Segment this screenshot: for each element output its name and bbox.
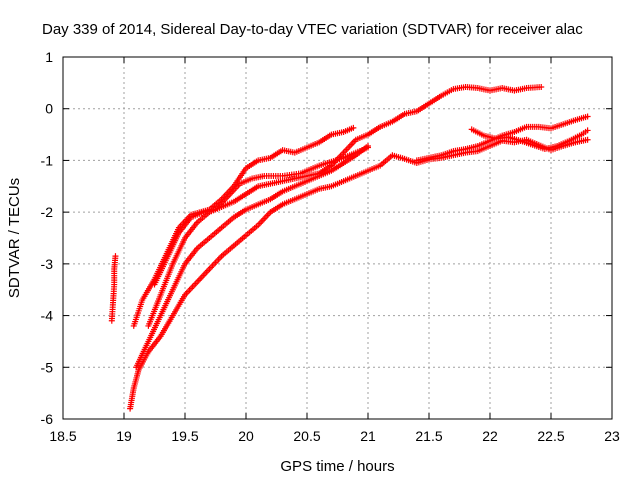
series-track-2	[130, 124, 357, 329]
x-tick-label: 22.5	[537, 428, 564, 444]
y-tick-label: -6	[41, 411, 54, 427]
data-point-marker	[584, 136, 591, 143]
x-tick-label: 19.5	[171, 428, 198, 444]
x-tick-label: 18.5	[49, 428, 76, 444]
y-tick-label: -1	[41, 152, 54, 168]
data-point-marker	[584, 127, 591, 134]
x-tick-label: 22	[482, 428, 498, 444]
x-axis-label: GPS time / hours	[280, 458, 394, 475]
data-point-marker	[112, 253, 119, 260]
y-tick-label: -5	[41, 359, 54, 375]
data-point-marker	[538, 83, 545, 90]
data-markers	[108, 83, 591, 412]
series-track-8	[468, 126, 591, 153]
axis-ticks: 18.5 19 19.5 20 20.5 21 21.5 22 22.5 23 -6 -5 -4 -3 -2…	[41, 49, 620, 444]
plot-frame	[62, 56, 613, 420]
y-tick-label: -4	[41, 308, 54, 324]
x-tick-label: 20.5	[293, 428, 320, 444]
y-axis-label: SDTVAR / TECUs	[6, 178, 23, 298]
data-point-marker	[350, 124, 357, 131]
y-tick-label: 0	[45, 101, 53, 117]
data-point-marker	[365, 144, 371, 151]
x-tick-label: 19	[116, 428, 132, 444]
x-tick-label: 20	[238, 428, 254, 444]
y-tick-label: 1	[45, 49, 53, 65]
x-tick-label: 21.5	[415, 428, 442, 444]
y-tick-label: -3	[41, 256, 54, 272]
chart-title: Day 339 of 2014, Sidereal Day-to-day VTE…	[42, 21, 583, 38]
x-tick-label: 21	[360, 428, 376, 444]
series-track-5	[145, 83, 545, 329]
series-track-6	[151, 144, 371, 288]
x-tick-label: 23	[604, 428, 620, 444]
grid-lines	[63, 57, 612, 419]
data-point-marker	[584, 113, 591, 120]
y-tick-label: -2	[41, 204, 54, 220]
series-track-1	[108, 253, 119, 324]
series-track-3	[127, 136, 591, 412]
